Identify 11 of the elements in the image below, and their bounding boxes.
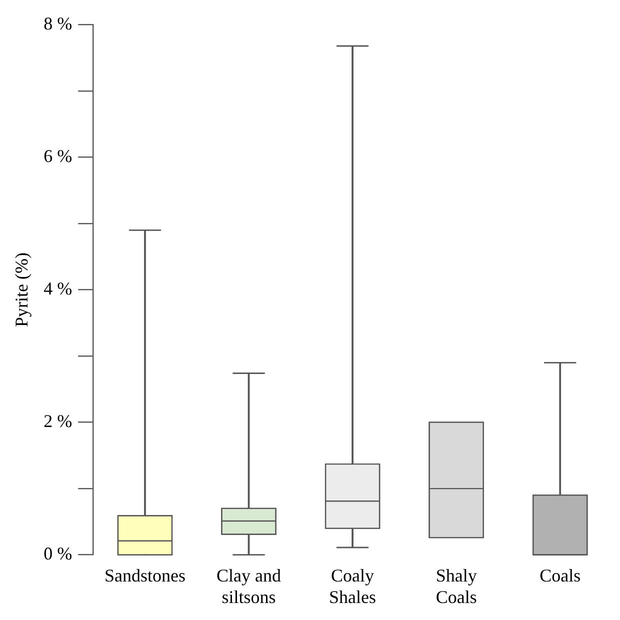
y-tick-label: 0 %	[44, 544, 72, 564]
y-tick-label: 2 %	[44, 411, 72, 432]
y-tick-label: 6 %	[44, 146, 72, 166]
x-tick-label: Coals	[540, 565, 581, 586]
y-axis-title: Pyrite (%)	[12, 252, 32, 328]
x-tick-label: Clay and siltsons	[216, 565, 282, 607]
y-tick-label: 8 %	[44, 14, 72, 34]
x-tick-label: Shaly Coals	[436, 565, 477, 607]
y-tick-label: 4 %	[44, 278, 72, 299]
x-tick-label: Sandstones	[104, 565, 186, 586]
x-tick-label: Coaly Shales	[329, 565, 376, 607]
